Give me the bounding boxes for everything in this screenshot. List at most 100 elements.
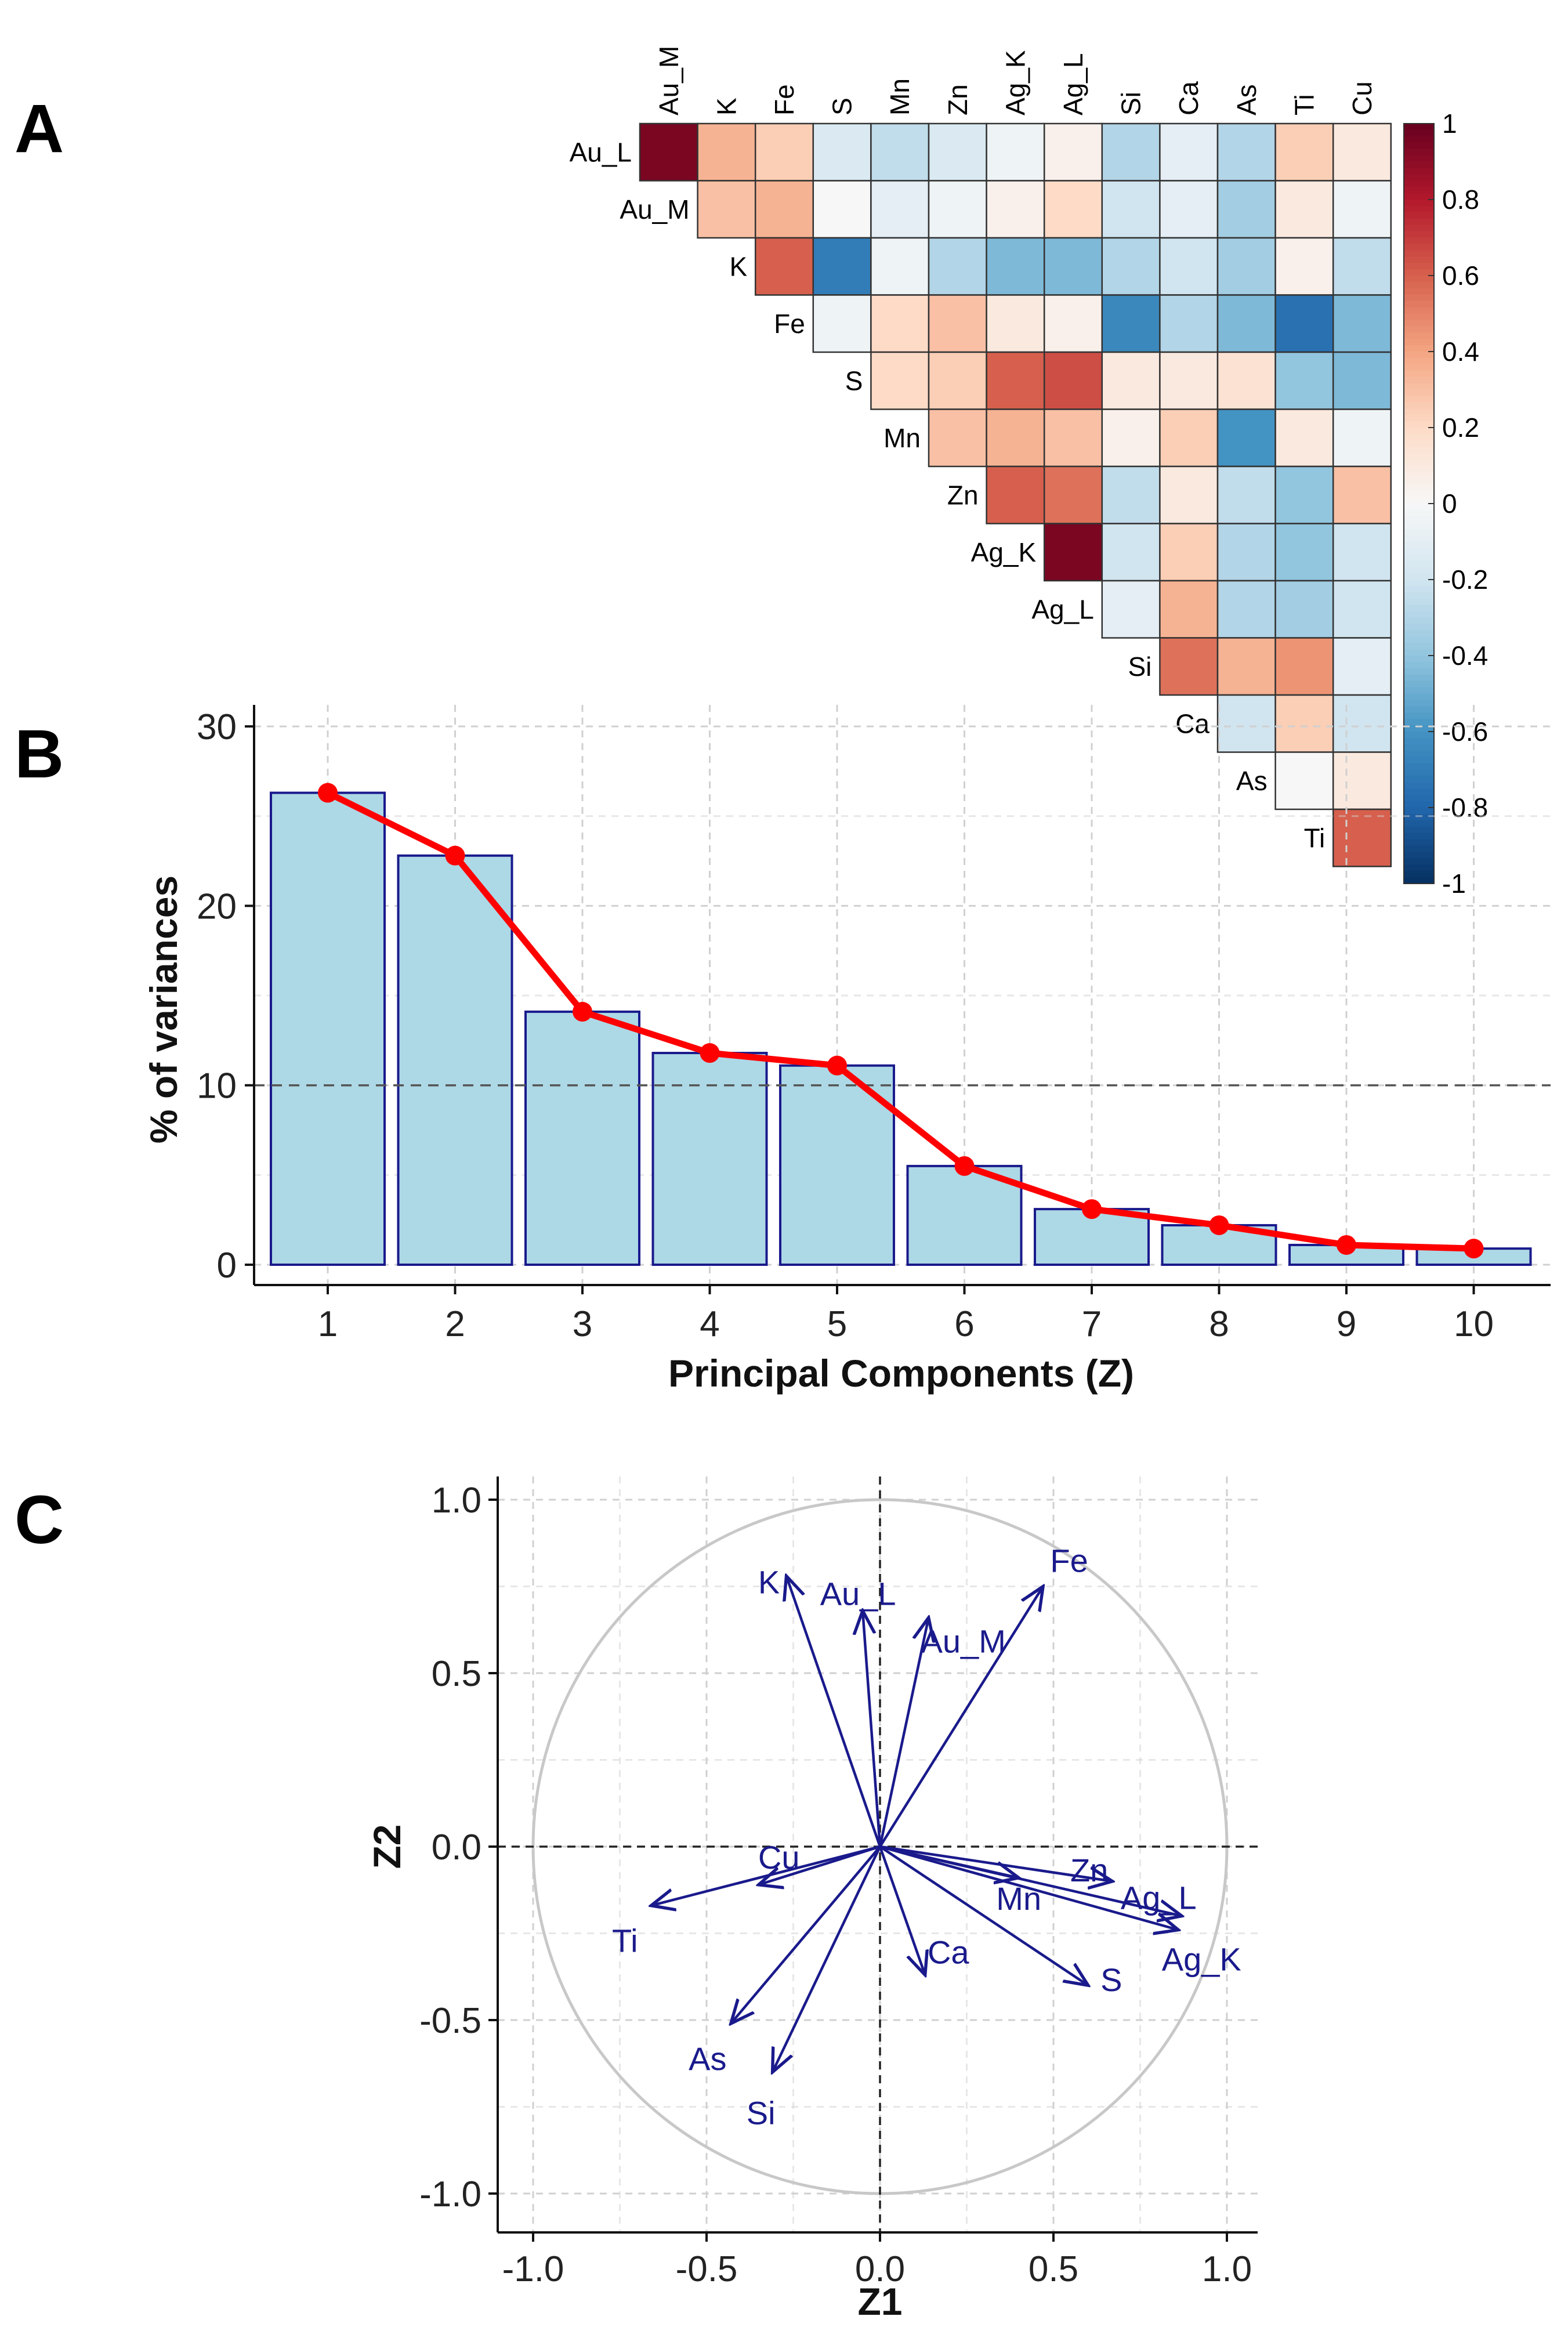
colorbar-segment [1404,795,1434,802]
heatmap-cell [639,122,698,182]
heatmap-cell [1274,351,1334,410]
scree-xtick-label: 4 [700,1304,719,1344]
heatmap-col-label-Cu: Cu [1347,81,1377,115]
heatmap-cell [812,237,872,296]
colorbar-segment [1404,276,1434,283]
scree-xtick-label: 2 [445,1304,465,1344]
scree-xtick-label: 10 [1454,1304,1494,1344]
heatmap-col-label-Ag_K: Ag_K [1000,50,1030,115]
colorbar-segment [1404,421,1434,428]
heatmap-col-label-Mn: Mn [885,78,915,115]
biplot-ytick-label: 0.5 [432,1654,481,1694]
scree-bar [906,1164,1023,1266]
heatmap-row-label-Ti: Ti [1304,823,1326,853]
heatmap-col-label-Ag_L: Ag_L [1058,53,1088,115]
colorbar-segment [1404,813,1434,821]
loading-label-K: K [758,1564,780,1601]
heatmap-cell [1216,408,1276,468]
colorbar-segment [1404,364,1434,371]
heatmap-cell [1332,237,1392,296]
colorbar-segment [1404,339,1434,346]
colorbar-segment [1404,541,1434,549]
colorbar-segment [1404,687,1434,694]
heatmap-cell [1043,237,1103,296]
heatmap-cell [986,180,1045,239]
colorbar-segment [1404,225,1434,232]
colorbar-segment [1404,313,1434,321]
heatmap-cell [870,351,930,410]
heatmap-row-label-Ca: Ca [1175,708,1210,739]
colorbar-tick-label: 0.2 [1442,412,1479,443]
loading-label-Ag_K: Ag_K [1162,1941,1241,1978]
colorbar-segment [1404,636,1434,644]
heatmap-cell [986,351,1045,410]
heatmap-row-label-Mn: Mn [883,423,921,453]
heatmap-cell [1216,294,1276,353]
variance-point [318,783,338,803]
heatmap-cell [812,180,872,239]
colorbar-segment [1404,509,1434,517]
colorbar-segment [1404,440,1434,447]
colorbar-segment [1404,845,1434,853]
heatmap-cell [986,294,1045,353]
colorbar-segment [1404,370,1434,378]
colorbar-segment [1404,706,1434,714]
colorbar-segment [1404,193,1434,200]
scree-xlabel: Principal Components (Z) [668,1352,1134,1395]
scree-bar [270,791,386,1266]
heatmap-cell [1332,122,1392,182]
heatmap-cell [1101,580,1161,639]
heatmap-cell [1216,694,1276,753]
colorbar-segment [1404,345,1434,352]
heatmap-cell [1159,351,1219,410]
colorbar-tick-label: 0.4 [1442,336,1479,367]
heatmap-cell [1274,122,1334,182]
loading-label-Au_M: Au_M [921,1623,1006,1659]
loading-label-Fe: Fe [1050,1543,1088,1579]
colorbar-segment [1404,383,1434,390]
loading-arrow-Ca [878,1846,925,1975]
heatmap-cell [1274,523,1334,582]
heatmap-cell [1274,465,1334,524]
colorbar-segment [1404,529,1434,536]
heatmap-cell [1159,294,1219,353]
colorbar-segment [1404,801,1434,808]
colorbar-segment [1404,700,1434,707]
colorbar-segment [1404,535,1434,542]
colorbar-segment [1404,263,1434,270]
colorbar-segment [1404,294,1434,302]
colorbar-segment [1404,142,1434,150]
colorbar-segment [1404,352,1434,359]
loading-arrow-Si [773,1846,882,2072]
heatmap-cell [1159,465,1219,524]
colorbar-segment [1404,737,1434,745]
colorbar-segment [1404,548,1434,555]
biplot-ytick-label: -0.5 [419,2001,481,2041]
colorbar-tick-label: -0.8 [1442,792,1488,823]
colorbar-segment [1404,200,1434,207]
colorbar-segment [1404,516,1434,523]
heatmap-cell [986,408,1045,468]
colorbar-segment [1404,377,1434,384]
colorbar-segment [1404,820,1434,827]
scree-ytick-label: 20 [197,886,237,926]
colorbar-segment [1404,428,1434,435]
colorbar-segment [1404,656,1434,663]
colorbar-segment [1404,573,1434,580]
colorbar-segment [1404,497,1434,504]
biplot-xlabel: Z1 [857,2280,902,2323]
loading-arrow-As [731,1845,881,2024]
heatmap-cell [1274,694,1334,753]
heatmap-row-label-Ag_K: Ag_K [971,537,1037,567]
colorbar-segment [1404,465,1434,473]
heatmap-cell [1043,351,1103,410]
loading-arrow-S [879,1845,1088,1985]
variance-point [445,845,465,866]
colorbar-segment [1404,560,1434,568]
colorbar-segment [1404,129,1434,137]
heatmap-cell [697,180,756,239]
heatmap-cell [1159,637,1219,696]
heatmap-cell [986,237,1045,296]
